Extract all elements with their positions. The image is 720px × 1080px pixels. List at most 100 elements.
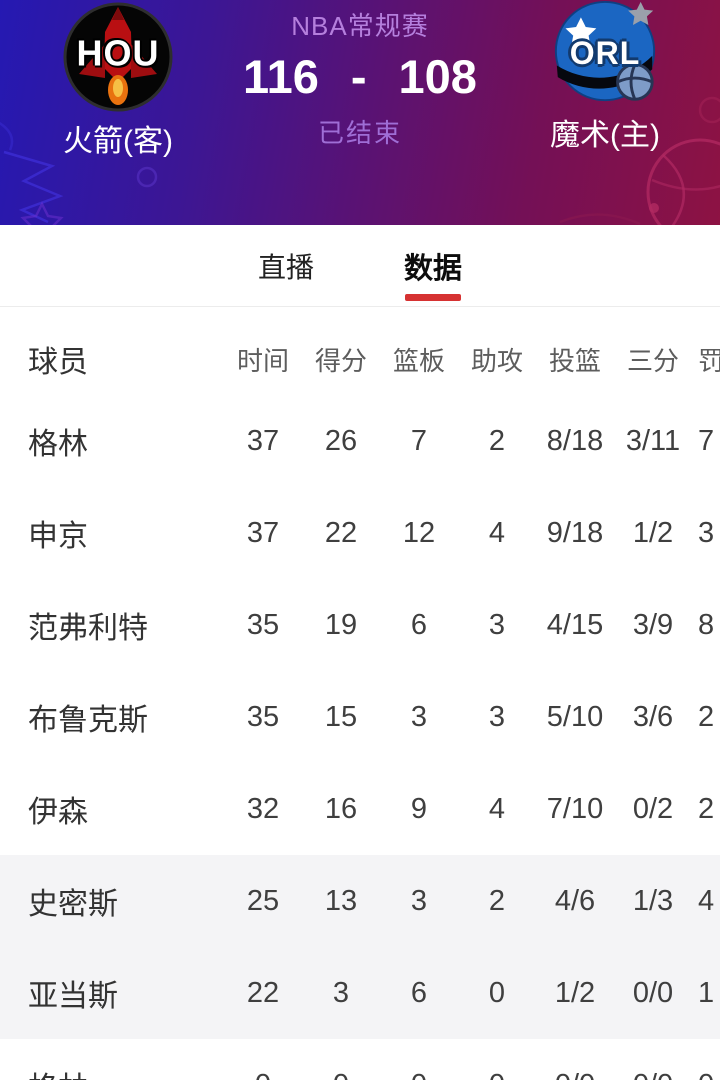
league-title: NBA常规赛 — [291, 11, 429, 41]
stat-field-goals: 9/18 — [546, 516, 604, 549]
stat-rebounds: 0 — [380, 1069, 458, 1080]
stat-points: 3 — [332, 976, 350, 1009]
stat-field-goals: 5/10 — [546, 700, 604, 733]
stat-minutes: 37 — [246, 424, 280, 457]
team-away[interactable]: HOU 火箭(客) — [8, 2, 228, 160]
stat-assists: 3 — [488, 700, 506, 733]
magic-abbr: ORL — [569, 35, 641, 72]
stat-assists: 2 — [488, 424, 506, 457]
stat-assists: 2 — [488, 884, 506, 917]
background-doodles-icon — [0, 96, 720, 225]
player-name: 格林 — [0, 1063, 224, 1080]
tab-live[interactable]: 直播 — [258, 225, 314, 306]
col-rebounds: 篮板 — [392, 345, 445, 376]
stat-points: 0 — [302, 1069, 380, 1080]
magic-logo-icon: ORL — [552, 0, 658, 106]
rockets-logo-icon: HOU — [63, 2, 173, 112]
score-home: 108 — [398, 50, 477, 103]
player-name: 布鲁克斯 — [28, 704, 148, 737]
stat-free-throws: 2 — [698, 700, 715, 733]
player-name: 申京 — [28, 520, 88, 553]
stat-three-pointers: 0/2 — [632, 792, 674, 825]
team-away-label: 火箭(客) — [63, 125, 173, 158]
col-points: 得分 — [314, 345, 367, 376]
player-row[interactable]: 申京 37 22 12 4 9/18 1/2 3 — [0, 487, 720, 579]
stat-minutes: 37 — [246, 516, 280, 549]
score-block: NBA常规赛 116 - 108 已结束 — [0, 0, 720, 150]
stat-three-pointers: 3/9 — [632, 608, 674, 641]
player-row[interactable]: 格林 0 0 0 0 0/0 0/0 0 — [0, 1039, 720, 1080]
player-row[interactable]: 亚当斯 22 3 6 0 1/2 0/0 1 — [0, 947, 720, 1039]
table-header-row: 球员 时间 得分 篮板 助攻 投篮 三分 罚 — [0, 323, 720, 395]
player-row[interactable]: 格林 37 26 7 2 8/18 3/11 7 — [0, 395, 720, 487]
stat-rebounds: 3 — [410, 700, 428, 733]
tab-stats[interactable]: 数据 — [404, 225, 462, 306]
stat-free-throws: 1 — [698, 976, 715, 1009]
col-free-throws: 罚 — [698, 345, 720, 376]
player-stats-table: 球员 时间 得分 篮板 助攻 投篮 三分 罚 格林 37 26 7 2 8/18… — [0, 307, 720, 1080]
stat-minutes: 35 — [246, 608, 280, 641]
match-score: 116 - 108 — [0, 51, 720, 103]
stat-points: 19 — [324, 608, 358, 641]
stat-points: 22 — [324, 516, 358, 549]
stat-assists: 4 — [488, 516, 506, 549]
stat-three-pointers: 3/11 — [625, 424, 681, 457]
team-home-label: 魔术(主) — [550, 119, 660, 152]
stat-field-goals: 4/6 — [554, 884, 596, 917]
stat-rebounds: 6 — [410, 608, 428, 641]
stat-free-throws: 7 — [698, 424, 715, 457]
stat-three-pointers: 0/0 — [614, 1069, 692, 1080]
score-separator: - — [350, 50, 367, 103]
stat-three-pointers: 1/2 — [632, 516, 674, 549]
stat-rebounds: 3 — [410, 884, 428, 917]
tab-live-label: 直播 — [257, 251, 314, 283]
team-home[interactable]: ORL 魔术(主) — [495, 0, 715, 154]
player-row[interactable]: 范弗利特 35 19 6 3 4/15 3/9 8 — [0, 579, 720, 671]
stat-assists: 4 — [488, 792, 506, 825]
stat-assists: 0 — [488, 976, 506, 1009]
stat-free-throws: 8 — [698, 608, 715, 641]
col-field-goals: 投篮 — [548, 345, 601, 376]
stat-points: 26 — [324, 424, 358, 457]
stat-three-pointers: 0/0 — [632, 976, 674, 1009]
stat-minutes: 0 — [224, 1069, 302, 1080]
stat-rebounds: 7 — [410, 424, 428, 457]
stat-minutes: 32 — [246, 792, 280, 825]
stat-minutes: 25 — [246, 884, 280, 917]
stat-rebounds: 6 — [410, 976, 428, 1009]
stat-points: 16 — [324, 792, 358, 825]
stat-rebounds: 12 — [402, 516, 436, 549]
player-row[interactable]: 伊森 32 16 9 4 7/10 0/2 2 — [0, 763, 720, 855]
match-header: HOU 火箭(客) NBA常规赛 116 - 108 已结束 — [0, 0, 720, 225]
stat-free-throws: 3 — [698, 516, 715, 549]
stat-three-pointers: 1/3 — [632, 884, 674, 917]
stat-three-pointers: 3/6 — [632, 700, 674, 733]
player-row[interactable]: 布鲁克斯 35 15 3 3 5/10 3/6 2 — [0, 671, 720, 763]
stat-points: 13 — [324, 884, 358, 917]
stat-minutes: 35 — [246, 700, 280, 733]
col-three-pointers: 三分 — [626, 345, 679, 376]
stat-assists: 3 — [488, 608, 506, 641]
player-name: 亚当斯 — [28, 980, 118, 1013]
stat-field-goals: 0/0 — [536, 1069, 614, 1080]
stat-field-goals: 1/2 — [554, 976, 596, 1009]
col-player: 球员 — [28, 346, 88, 379]
player-row[interactable]: 史密斯 25 13 3 2 4/6 1/3 4 — [0, 855, 720, 947]
col-assists: 助攻 — [470, 345, 523, 376]
col-minutes: 时间 — [236, 345, 289, 376]
stat-field-goals: 8/18 — [546, 424, 604, 457]
stat-points: 15 — [324, 700, 358, 733]
stat-free-throws: 0 — [692, 1069, 720, 1080]
stat-field-goals: 4/15 — [546, 608, 604, 641]
score-away: 116 — [243, 50, 319, 103]
active-tab-indicator — [405, 294, 461, 301]
player-name: 伊森 — [28, 796, 88, 829]
stat-field-goals: 7/10 — [546, 792, 604, 825]
match-status: 已结束 — [317, 118, 402, 148]
player-name: 史密斯 — [28, 888, 118, 921]
stat-free-throws: 2 — [698, 792, 715, 825]
stat-minutes: 22 — [246, 976, 280, 1009]
rockets-abbr: HOU — [76, 32, 160, 74]
stat-assists: 0 — [458, 1069, 536, 1080]
